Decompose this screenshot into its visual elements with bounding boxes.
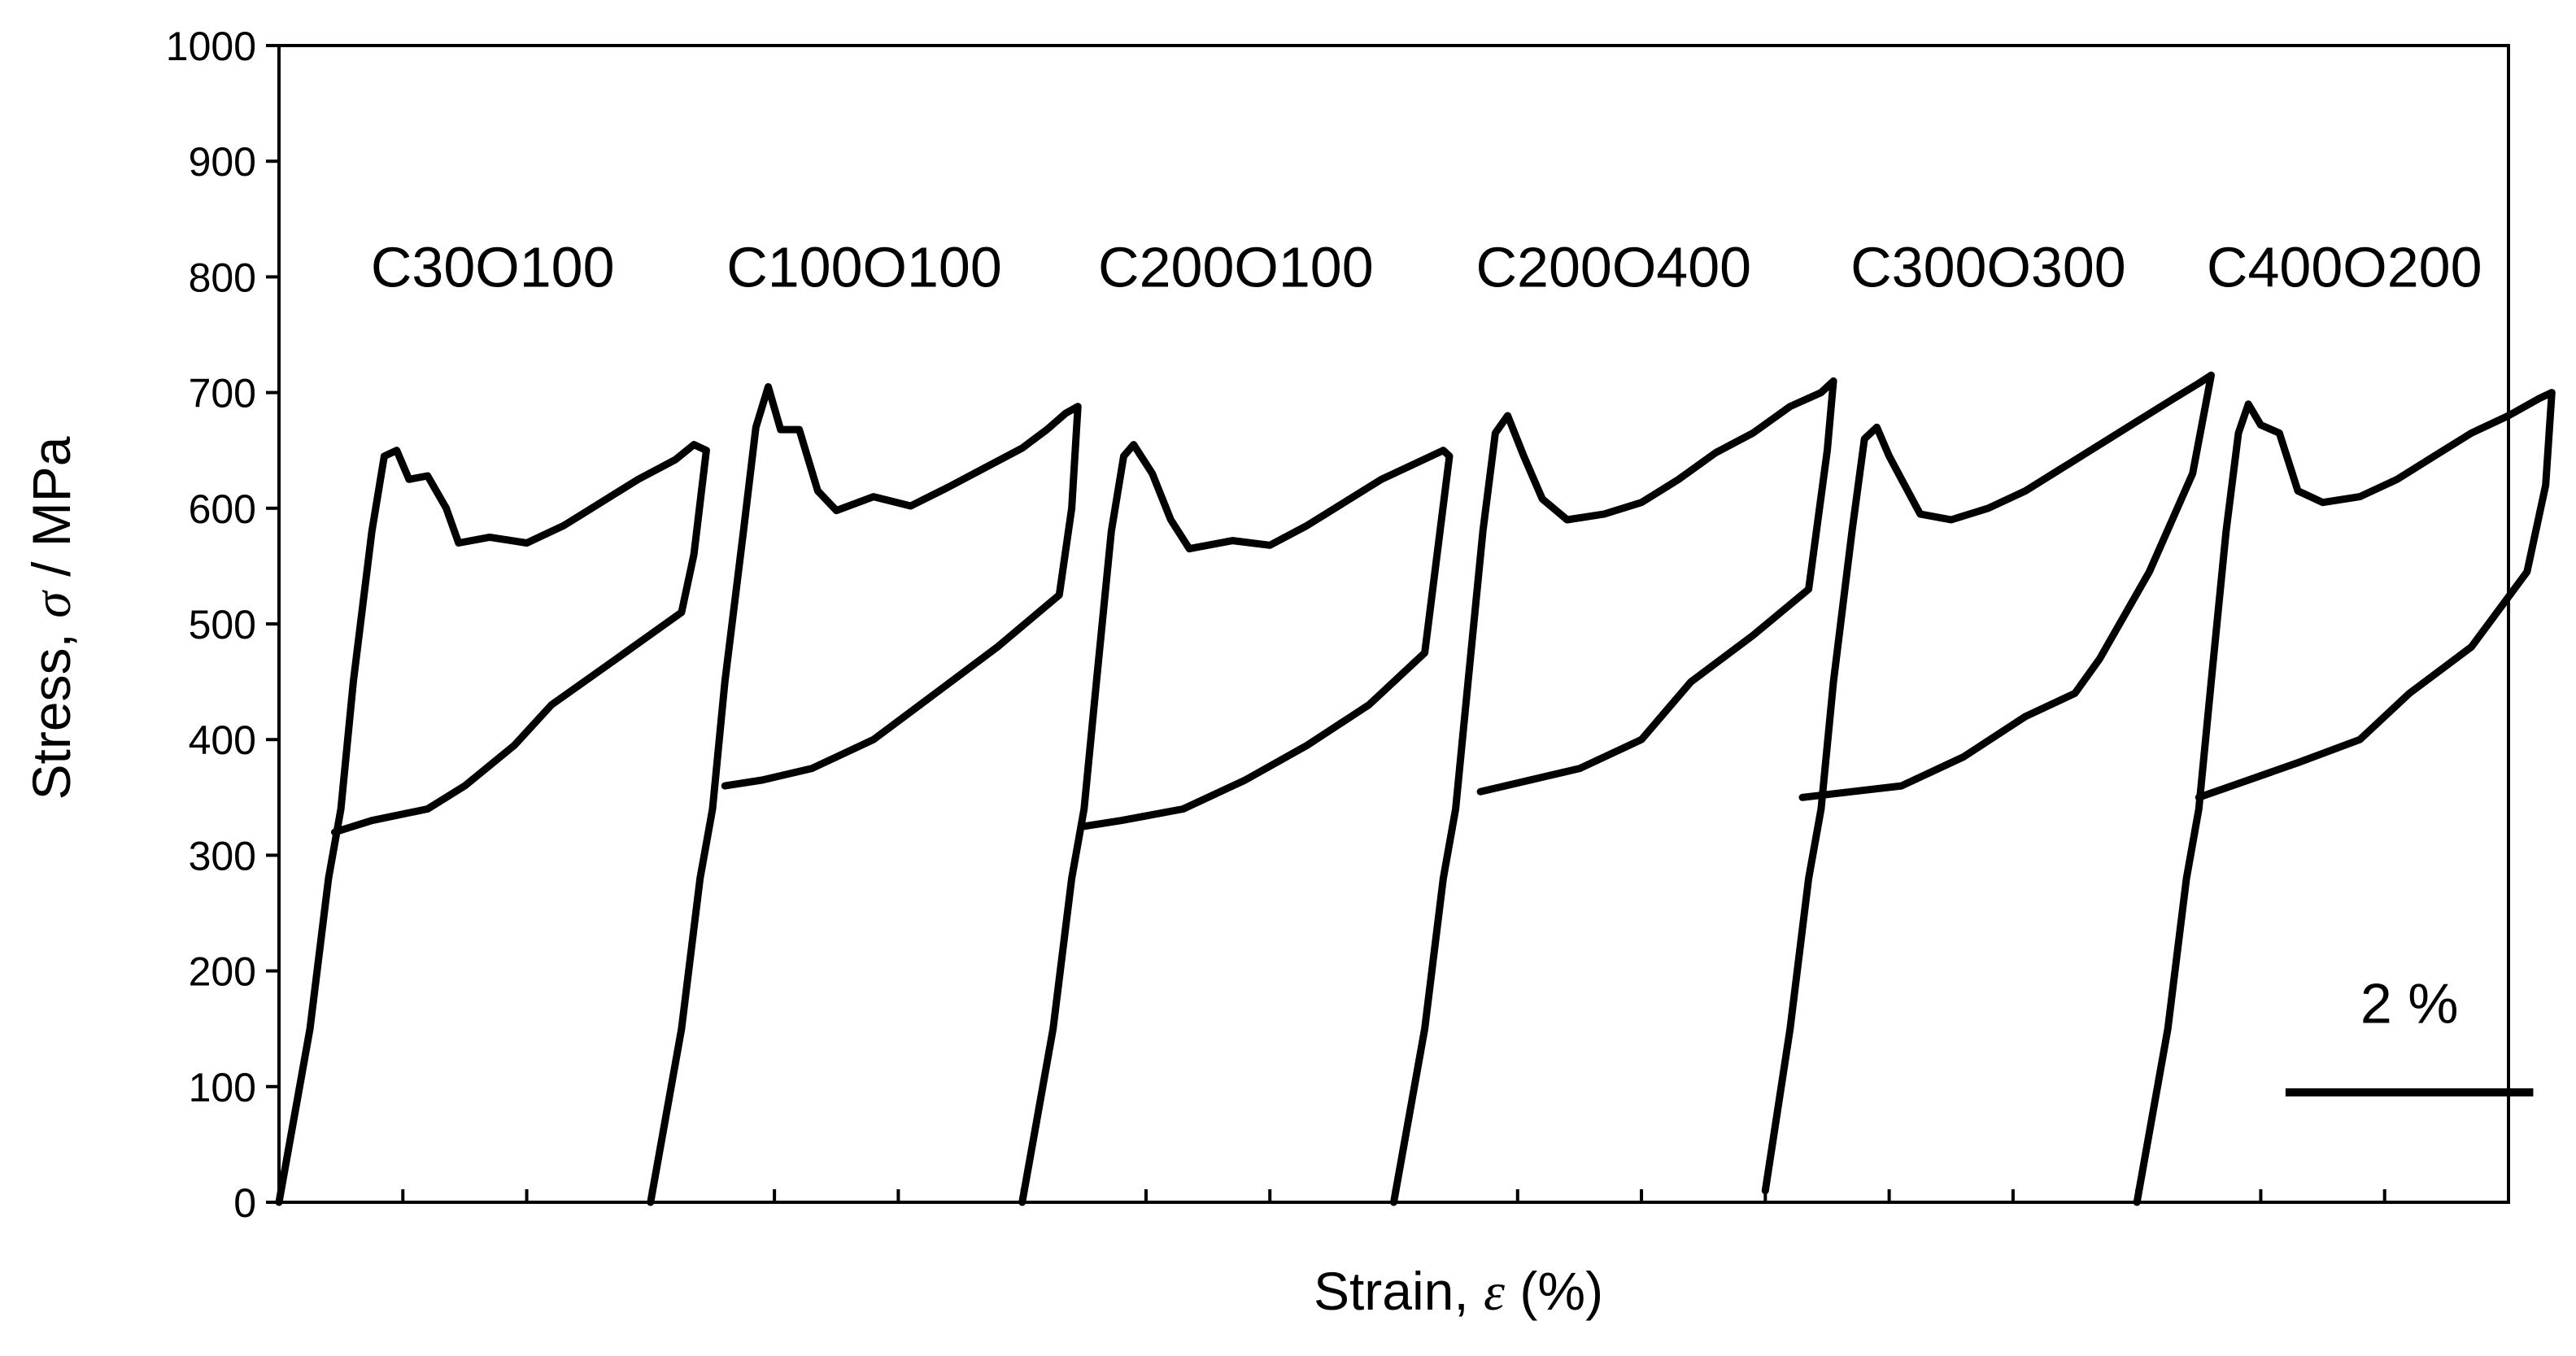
x-axis-label-prefix: Strain, xyxy=(1314,1261,1484,1321)
series-curve-c100o100 xyxy=(647,383,1082,1206)
y-tick-label: 800 xyxy=(189,255,256,300)
x-axis-label-symbol: ε xyxy=(1484,1262,1505,1322)
series-curve-c300o300 xyxy=(1761,371,2215,1195)
series-label-c100o100: C100O100 xyxy=(726,235,1002,299)
series-label-c30o100: C30O100 xyxy=(371,235,615,299)
series-curve-c400o200 xyxy=(2133,389,2556,1206)
plot-area-frame xyxy=(277,44,2510,1204)
x-axis-label-suffix: (%) xyxy=(1505,1261,1603,1321)
series-curve-c30o100 xyxy=(275,441,710,1206)
y-tick-label: 700 xyxy=(189,371,256,416)
y-axis: 0 100 200 300 400 500 600 700 800 900 1000 xyxy=(166,24,279,1226)
y-tick-label: 100 xyxy=(189,1065,256,1110)
series-label-c300o300: C300O300 xyxy=(1850,235,2126,299)
y-tick-label: 1000 xyxy=(166,24,256,69)
y-axis-label: Stress, σ / MPa xyxy=(21,436,82,800)
y-tick-label: 200 xyxy=(189,949,256,995)
series-labels: C30O100 C100O100 C200O100 C200O400 C300O300 C… xyxy=(371,235,2482,299)
scale-bar: 2 % xyxy=(2285,972,2534,1097)
y-axis-label-prefix: Stress, xyxy=(21,618,81,800)
x-axis-label: Strain, ε (%) xyxy=(1314,1261,1603,1322)
y-tick-label: 0 xyxy=(233,1180,256,1226)
scale-bar-label: 2 % xyxy=(2360,972,2459,1036)
y-tick-label: 300 xyxy=(189,833,256,879)
y-axis-label-suffix: / MPa xyxy=(21,436,81,591)
y-tick-label: 500 xyxy=(189,602,256,647)
y-tick-label: 400 xyxy=(189,717,256,763)
y-tick-label: 900 xyxy=(189,139,256,185)
series-label-c200o100: C200O100 xyxy=(1098,235,1374,299)
series-curves xyxy=(275,371,2556,1206)
series-label-c200o400: C200O400 xyxy=(1475,235,1751,299)
series-label-c400o200: C400O200 xyxy=(2207,235,2482,299)
series-curve-c200o100 xyxy=(1018,441,1454,1206)
series-curve-c200o400 xyxy=(1390,377,1837,1206)
y-tick-label: 600 xyxy=(189,486,256,532)
y-axis-label-symbol: σ xyxy=(23,590,82,618)
